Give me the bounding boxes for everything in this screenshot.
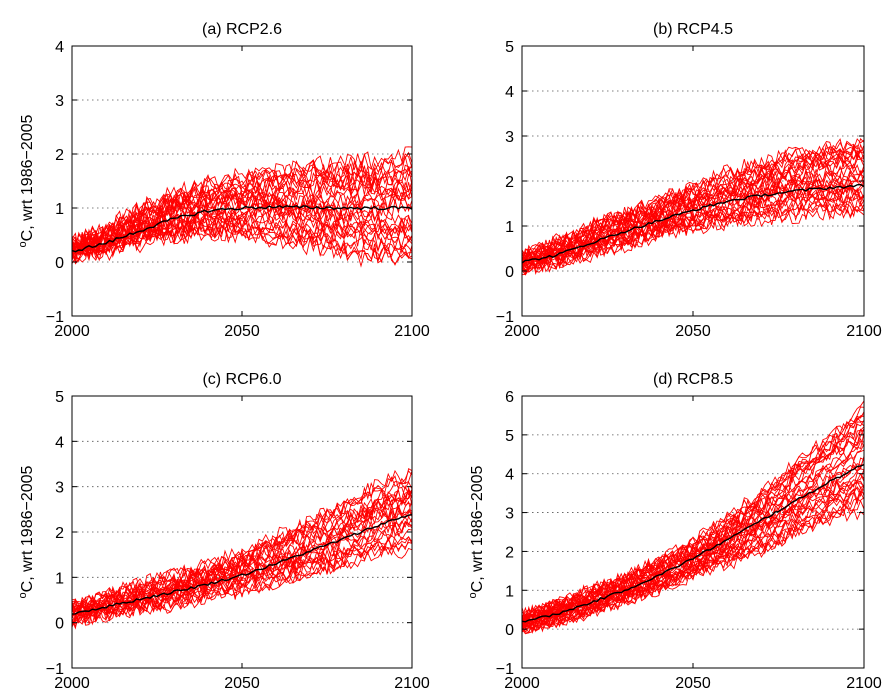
x-tick-label: 2000 [504, 675, 540, 692]
model-runs [522, 137, 864, 276]
model-run-line [522, 153, 864, 266]
model-run-line [522, 411, 864, 618]
x-tick-label: 2050 [675, 675, 711, 692]
model-run-line [522, 457, 864, 625]
model-run-line [72, 164, 412, 253]
model-run-line [72, 528, 412, 625]
model-run-line [522, 414, 864, 620]
model-run-line [522, 178, 864, 267]
y-tick-label: 2 [505, 544, 514, 561]
ensemble-mean-line [72, 205, 412, 253]
y-tick-label: 3 [505, 129, 514, 146]
model-run-line [522, 146, 864, 267]
y-tick-label: 2 [505, 174, 514, 191]
y-tick-label: 5 [505, 428, 514, 445]
y-tick-label: 2 [55, 525, 64, 542]
ensemble-mean-line [522, 183, 864, 264]
model-run-line [522, 406, 864, 619]
model-runs [72, 468, 412, 630]
model-run-line [72, 196, 412, 255]
model-run-line [72, 468, 412, 610]
y-tick-label: 3 [55, 480, 64, 497]
y-tick-label: 0 [505, 622, 514, 639]
panel-4: −1 0 1 2 3 4 5 6 2000 2050 2100 (d) RCP8.5 oC, wrt 1… [467, 371, 882, 692]
panel-title: (a) RCP2.6 [202, 21, 282, 38]
panel-1: −1 0 1 2 3 4 2000 2050 2100 (a) RCP2.6 oC, wrt 198… [17, 21, 430, 340]
model-run-line [72, 151, 412, 252]
model-run-line [72, 520, 412, 620]
y-tick-label: 4 [505, 84, 514, 101]
y-tick-label: 4 [505, 467, 514, 484]
panel-title: (d) RCP8.5 [653, 371, 733, 388]
y-tick-label: 0 [505, 264, 514, 281]
model-runs [522, 400, 864, 635]
x-tick-label: 2100 [394, 323, 430, 340]
y-tick-label: −1 [496, 309, 514, 326]
y-axis-label: oC, wrt 1986−2005 [467, 465, 486, 598]
y-tick-label: 0 [55, 255, 64, 272]
model-run-line [72, 545, 412, 630]
model-run-line [72, 156, 412, 253]
panel-title: (c) RCP6.0 [202, 371, 281, 388]
y-axis-label: oC, wrt 1986−2005 [17, 465, 36, 598]
panel-2: −1 0 1 2 3 4 5 2000 2050 2100 (b) RCP4.5 [496, 21, 882, 340]
y-tick-label: 5 [55, 389, 64, 406]
model-run-line [522, 144, 864, 260]
y-tick-label: −1 [496, 661, 514, 678]
y-tick-label: 3 [55, 93, 64, 110]
y-axis-label: oC, wrt 1986−2005 [17, 114, 36, 247]
model-run-line [522, 455, 864, 628]
model-run-line [522, 419, 864, 623]
model-run-line [72, 470, 412, 610]
x-tick-label: 2100 [846, 675, 882, 692]
y-tick-label: 1 [55, 201, 64, 218]
y-tick-label: 1 [505, 219, 514, 236]
y-tick-label: 5 [505, 39, 514, 56]
panel-title: (b) RCP4.5 [653, 21, 733, 38]
x-tick-label: 2050 [224, 323, 260, 340]
model-runs [72, 146, 412, 268]
model-run-line [72, 500, 412, 622]
ensemble-mean-line [522, 463, 864, 623]
y-tick-label: 0 [55, 616, 64, 633]
x-tick-label: 2000 [54, 675, 90, 692]
y-tick-label: 4 [55, 434, 64, 451]
y-tick-label: −1 [46, 309, 64, 326]
y-tick-label: 2 [55, 147, 64, 164]
x-tick-label: 2100 [846, 323, 882, 340]
model-run-line [522, 138, 864, 257]
model-run-line [522, 489, 864, 632]
model-run-line [72, 480, 412, 616]
y-tick-label: 6 [505, 389, 514, 406]
panel-3: −1 0 1 2 3 4 5 2000 2050 2100 (c) RCP6.0 oC, wrt 19… [17, 371, 430, 692]
x-tick-label: 2050 [675, 323, 711, 340]
y-tick-label: 4 [55, 39, 64, 56]
y-tick-label: 1 [55, 570, 64, 587]
model-run-line [522, 428, 864, 623]
model-run-line [522, 137, 864, 263]
x-tick-label: 2000 [504, 323, 540, 340]
y-tick-label: 1 [505, 583, 514, 600]
y-tick-label: 3 [505, 506, 514, 523]
model-run-line [72, 198, 412, 259]
model-run-line [72, 162, 412, 250]
x-tick-label: 2050 [224, 675, 260, 692]
model-run-line [72, 520, 412, 622]
x-tick-label: 2000 [54, 323, 90, 340]
ensemble-mean-line [72, 514, 412, 615]
y-tick-label: −1 [46, 661, 64, 678]
model-run-line [522, 415, 864, 621]
x-tick-label: 2100 [394, 675, 430, 692]
model-run-line [72, 146, 412, 252]
